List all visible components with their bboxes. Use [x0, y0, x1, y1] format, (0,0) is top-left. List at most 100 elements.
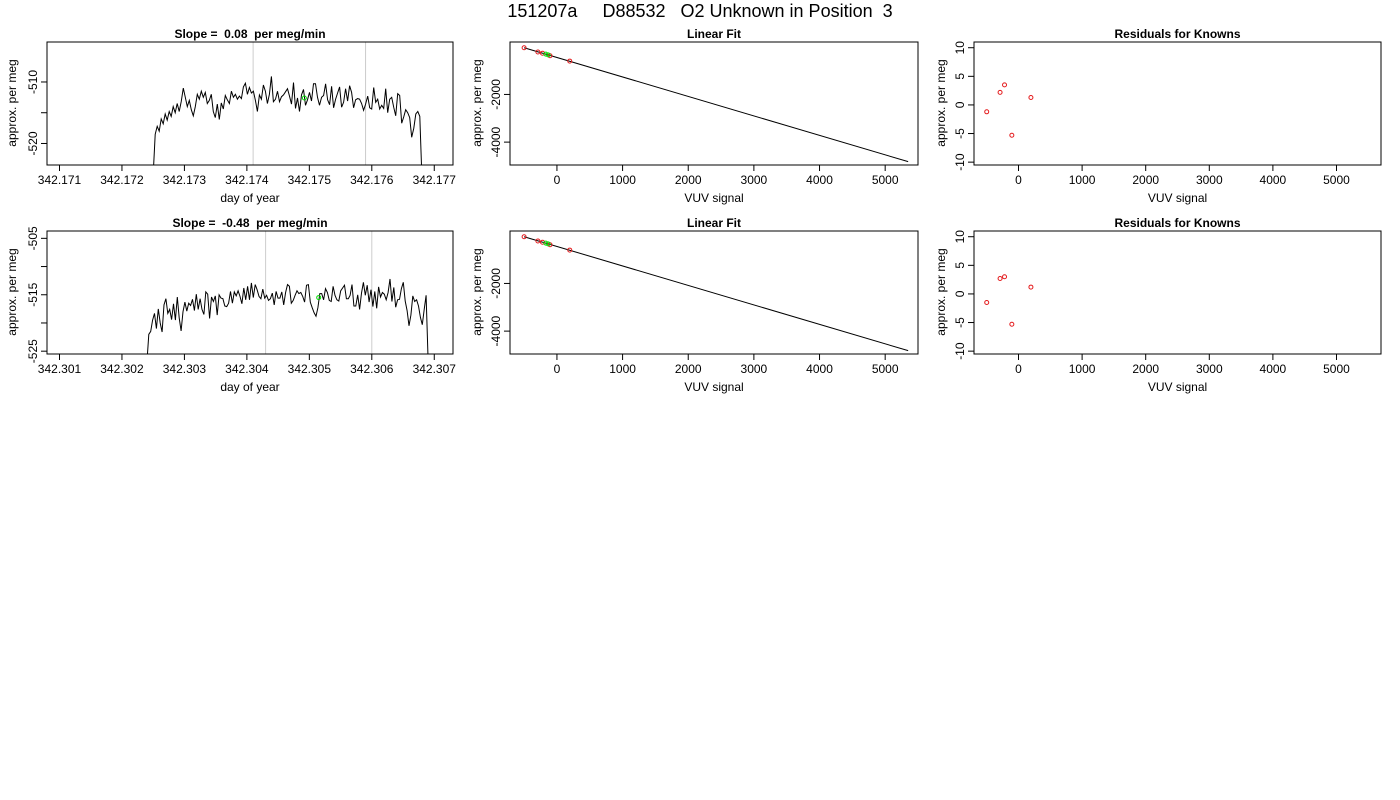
known-point: [567, 58, 573, 64]
plot-frame: [509, 230, 919, 355]
known-point: [567, 247, 573, 253]
y-tick-label: -4000: [489, 126, 503, 157]
y-tick-label: -2000: [489, 268, 503, 299]
known-point: [535, 238, 541, 244]
x-tick-label: 342.302: [100, 362, 144, 376]
timeseries-plot: 342.171 342.172 342.173 342.174 342.175 342.1…: [26, 41, 457, 187]
residuals-plot: 0 1000 2000 3000 4000 5000 10 5 0 -5 -10: [953, 41, 1382, 187]
x-tick-label: 0: [554, 173, 561, 187]
x-tick-label: 342.304: [225, 362, 269, 376]
y-tick-label: 5: [953, 73, 967, 80]
known-point: [1002, 82, 1008, 88]
known-point: [997, 89, 1003, 95]
panel-title: Linear Fit: [686, 216, 741, 230]
plot-data-layer: [521, 45, 909, 163]
y-tick-label: 10: [953, 41, 967, 55]
linear-fit-plot: 0 1000 2000 3000 4000 5000 -2000 -4000: [489, 230, 919, 376]
x-tick-label: 4000: [1260, 362, 1287, 376]
y-tick-label: -4000: [489, 315, 503, 346]
unknown-point: [543, 51, 549, 57]
y-tick-label: -2000: [489, 79, 503, 110]
x-tick-label: 1000: [609, 173, 636, 187]
y-tick-label: -10: [953, 342, 967, 360]
y-tick-label: 5: [953, 262, 967, 269]
x-tick-label: 342.174: [225, 173, 269, 187]
y-tick-label: -525: [26, 339, 40, 363]
plot-data-layer: [521, 234, 909, 352]
unknown-point: [316, 295, 322, 301]
y-tick-label: -10: [953, 153, 967, 171]
x-tick-label: 342.176: [350, 173, 394, 187]
x-tick-label: 0: [1015, 173, 1022, 187]
x-tick-label: 342.301: [38, 362, 82, 376]
timeseries-panel-2: Slope = -0.48 per meg/min approx. per me…: [0, 215, 470, 395]
x-axis-label: VUV signal: [1147, 191, 1208, 205]
y-tick-label: 10: [953, 230, 967, 244]
x-tick-label: 4000: [1260, 173, 1287, 187]
x-tick-label: 342.175: [288, 173, 332, 187]
residuals-panel-1: Residuals for Knowns approx. per meg VUV…: [929, 26, 1399, 206]
known-point: [1009, 321, 1015, 327]
x-axis-label: day of year: [220, 380, 280, 394]
x-tick-label: 342.306: [350, 362, 394, 376]
known-point: [521, 45, 527, 51]
page-title: 151207a D88532 O2 Unknown in Position 3: [507, 1, 893, 21]
plot-data-layer: [984, 82, 1034, 138]
y-tick-label: -510: [26, 70, 40, 94]
plot-frame: [973, 41, 1382, 166]
x-tick-label: 4000: [806, 362, 833, 376]
panel-title: Residuals for Knowns: [1114, 27, 1241, 41]
x-tick-label: 3000: [741, 173, 768, 187]
plot-frame: [46, 41, 454, 166]
fit-line: [523, 47, 909, 163]
x-tick-label: 1000: [609, 362, 636, 376]
x-tick-label: 4000: [806, 173, 833, 187]
x-tick-label: 0: [554, 362, 561, 376]
panel-title: Linear Fit: [686, 27, 741, 41]
unknown-point: [545, 241, 551, 247]
plot-frame: [973, 230, 1382, 355]
x-tick-label: 342.172: [100, 173, 144, 187]
plot-data-layer: [153, 76, 422, 165]
panel-title: Slope = 0.08 per meg/min: [174, 27, 326, 41]
x-tick-label: 1000: [1069, 173, 1096, 187]
x-tick-label: 342.177: [413, 173, 457, 187]
y-tick-label: -505: [26, 226, 40, 250]
y-tick-label: -5: [953, 128, 967, 139]
y-tick-label: -520: [26, 131, 40, 155]
plot-data-layer: [984, 274, 1034, 327]
signal-series-line: [146, 278, 429, 354]
x-tick-label: 2000: [1132, 173, 1159, 187]
x-tick-label: 342.305: [288, 362, 332, 376]
x-tick-label: 342.171: [38, 173, 82, 187]
plot-frame: [46, 230, 454, 355]
known-point: [1009, 132, 1015, 138]
x-tick-label: 5000: [872, 362, 899, 376]
x-tick-label: 3000: [1196, 362, 1223, 376]
x-tick-label: 5000: [872, 173, 899, 187]
x-axis-label: VUV signal: [1147, 380, 1208, 394]
fit-line: [523, 236, 909, 352]
panel-title: Slope = -0.48 per meg/min: [172, 216, 328, 230]
x-tick-label: 342.173: [163, 173, 207, 187]
x-axis-label: day of year: [220, 191, 280, 205]
x-tick-label: 1000: [1069, 362, 1096, 376]
x-tick-label: 2000: [1132, 362, 1159, 376]
y-tick-label: 0: [953, 290, 967, 297]
signal-series-line: [153, 76, 422, 165]
y-tick-label: -5: [953, 317, 967, 328]
unknown-point: [301, 95, 307, 101]
timeseries-panel-1: Slope = 0.08 per meg/min approx. per meg…: [0, 26, 470, 206]
unknown-point: [545, 52, 551, 58]
x-tick-label: 2000: [675, 173, 702, 187]
plot-data-layer: [146, 278, 429, 354]
known-point: [984, 109, 990, 115]
x-tick-label: 3000: [741, 362, 768, 376]
y-tick-label: 0: [953, 101, 967, 108]
x-tick-label: 3000: [1196, 173, 1223, 187]
timeseries-plot: 342.301 342.302 342.303 342.304 342.305 342.3…: [26, 226, 456, 376]
known-point: [521, 234, 527, 240]
x-axis-label: VUV signal: [684, 191, 744, 205]
